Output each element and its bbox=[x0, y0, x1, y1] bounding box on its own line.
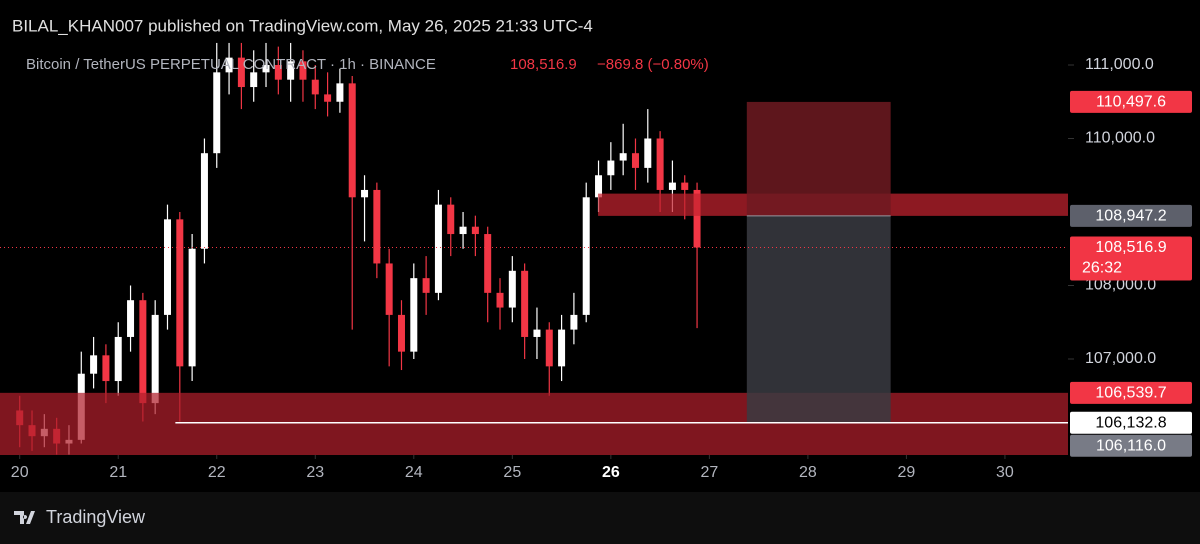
candle-body bbox=[410, 278, 418, 352]
footer-bar bbox=[0, 492, 1200, 544]
candle-body bbox=[644, 138, 652, 168]
candle-body bbox=[311, 79, 319, 95]
price-label: 108,516.9 bbox=[1095, 239, 1166, 256]
candle-body bbox=[631, 153, 639, 168]
candle-body bbox=[90, 355, 98, 374]
candle-body bbox=[237, 57, 245, 88]
candle-body bbox=[693, 189, 701, 248]
candle-body bbox=[496, 292, 504, 308]
price-label: 108,947.2 bbox=[1095, 208, 1166, 225]
price-countdown: 26:32 bbox=[1082, 260, 1122, 277]
target-box bbox=[746, 215, 891, 423]
candle-body bbox=[447, 204, 455, 235]
y-tick-label: 110,000.0 bbox=[1085, 130, 1155, 147]
candle-body bbox=[361, 189, 369, 198]
price-label-bg bbox=[1070, 90, 1192, 113]
price-label-bg bbox=[1070, 236, 1192, 281]
price-change: −869.8 (−0.80%) bbox=[597, 56, 709, 73]
x-tick-label: 20 bbox=[11, 464, 29, 481]
price-label: 106,132.8 bbox=[1095, 414, 1166, 431]
x-tick-label: 27 bbox=[700, 464, 718, 481]
tradingview-logo bbox=[14, 511, 35, 524]
candle-body bbox=[595, 175, 603, 198]
candle-body bbox=[225, 57, 233, 73]
price-label: 110,497.6 bbox=[1096, 94, 1166, 111]
x-tick-label: 26 bbox=[602, 464, 620, 481]
x-tick-label: 28 bbox=[799, 464, 817, 481]
candle-body bbox=[521, 270, 529, 337]
x-tick-label: 22 bbox=[208, 464, 226, 481]
candle-body bbox=[558, 329, 566, 367]
candle-body bbox=[533, 329, 541, 337]
header-text: BILAL_KHAN007 published on TradingView.c… bbox=[12, 16, 593, 35]
candle-body bbox=[287, 61, 295, 80]
candle-body bbox=[336, 83, 344, 102]
candle-body bbox=[681, 182, 689, 190]
candle-body bbox=[299, 61, 307, 80]
candle-body bbox=[570, 314, 578, 330]
price-label-bg bbox=[1070, 434, 1192, 457]
candle-body bbox=[176, 219, 184, 367]
zone bbox=[0, 392, 1068, 455]
candle-body bbox=[102, 355, 110, 382]
candle-body bbox=[397, 314, 405, 352]
x-tick-label: 30 bbox=[996, 464, 1014, 481]
candle-body bbox=[656, 138, 664, 190]
price-label: 106,539.7 bbox=[1095, 385, 1166, 402]
candle-body bbox=[127, 300, 135, 337]
candle-body bbox=[274, 64, 282, 80]
candle-body bbox=[607, 160, 615, 176]
x-tick-label: 24 bbox=[405, 464, 423, 481]
price-label-bg bbox=[1070, 381, 1192, 404]
x-tick-label: 21 bbox=[109, 464, 127, 481]
candle-body bbox=[250, 72, 258, 88]
y-tick-label: 111,000.0 bbox=[1085, 56, 1154, 73]
candle-body bbox=[114, 336, 122, 382]
x-tick-label: 25 bbox=[503, 464, 521, 481]
candle-body bbox=[508, 270, 516, 308]
x-tick-label: 29 bbox=[898, 464, 916, 481]
chart-title: Bitcoin / TetherUS PERPETUAL CONTRACT · … bbox=[26, 56, 436, 73]
candle-body bbox=[422, 278, 430, 293]
price-label: 106,116.0 bbox=[1096, 437, 1166, 454]
stop-box bbox=[746, 101, 891, 216]
candle-body bbox=[619, 153, 627, 161]
candle-body bbox=[163, 219, 171, 315]
candle-body bbox=[139, 300, 147, 404]
footer-brand: TradingView bbox=[46, 507, 146, 527]
candle-body bbox=[213, 72, 221, 154]
candle-body bbox=[262, 64, 270, 73]
plot: 107,000.0 108,000.0 110,000.0 111,000.0 20 21… bbox=[0, 42, 1192, 481]
candle-body bbox=[188, 248, 196, 367]
candle-body bbox=[582, 197, 590, 315]
candle-body bbox=[484, 234, 492, 293]
candle-body bbox=[151, 314, 159, 404]
candle-body bbox=[459, 226, 467, 235]
candle-body bbox=[348, 83, 356, 198]
candle-body bbox=[385, 263, 393, 315]
candle-body bbox=[471, 226, 479, 235]
candle-body bbox=[545, 329, 553, 367]
y-tick-label: 108,000.0 bbox=[1085, 277, 1156, 294]
x-tick-label: 23 bbox=[306, 464, 324, 481]
candle-body bbox=[200, 153, 208, 249]
candle-body bbox=[434, 204, 442, 293]
candle-body bbox=[668, 182, 676, 190]
price-label-bg bbox=[1070, 411, 1192, 434]
y-tick-label: 107,000.0 bbox=[1085, 350, 1156, 367]
last-price: 108,516.9 bbox=[510, 56, 577, 73]
candle-body bbox=[324, 94, 332, 102]
candle-body bbox=[373, 189, 381, 264]
price-label-bg bbox=[1070, 204, 1192, 227]
